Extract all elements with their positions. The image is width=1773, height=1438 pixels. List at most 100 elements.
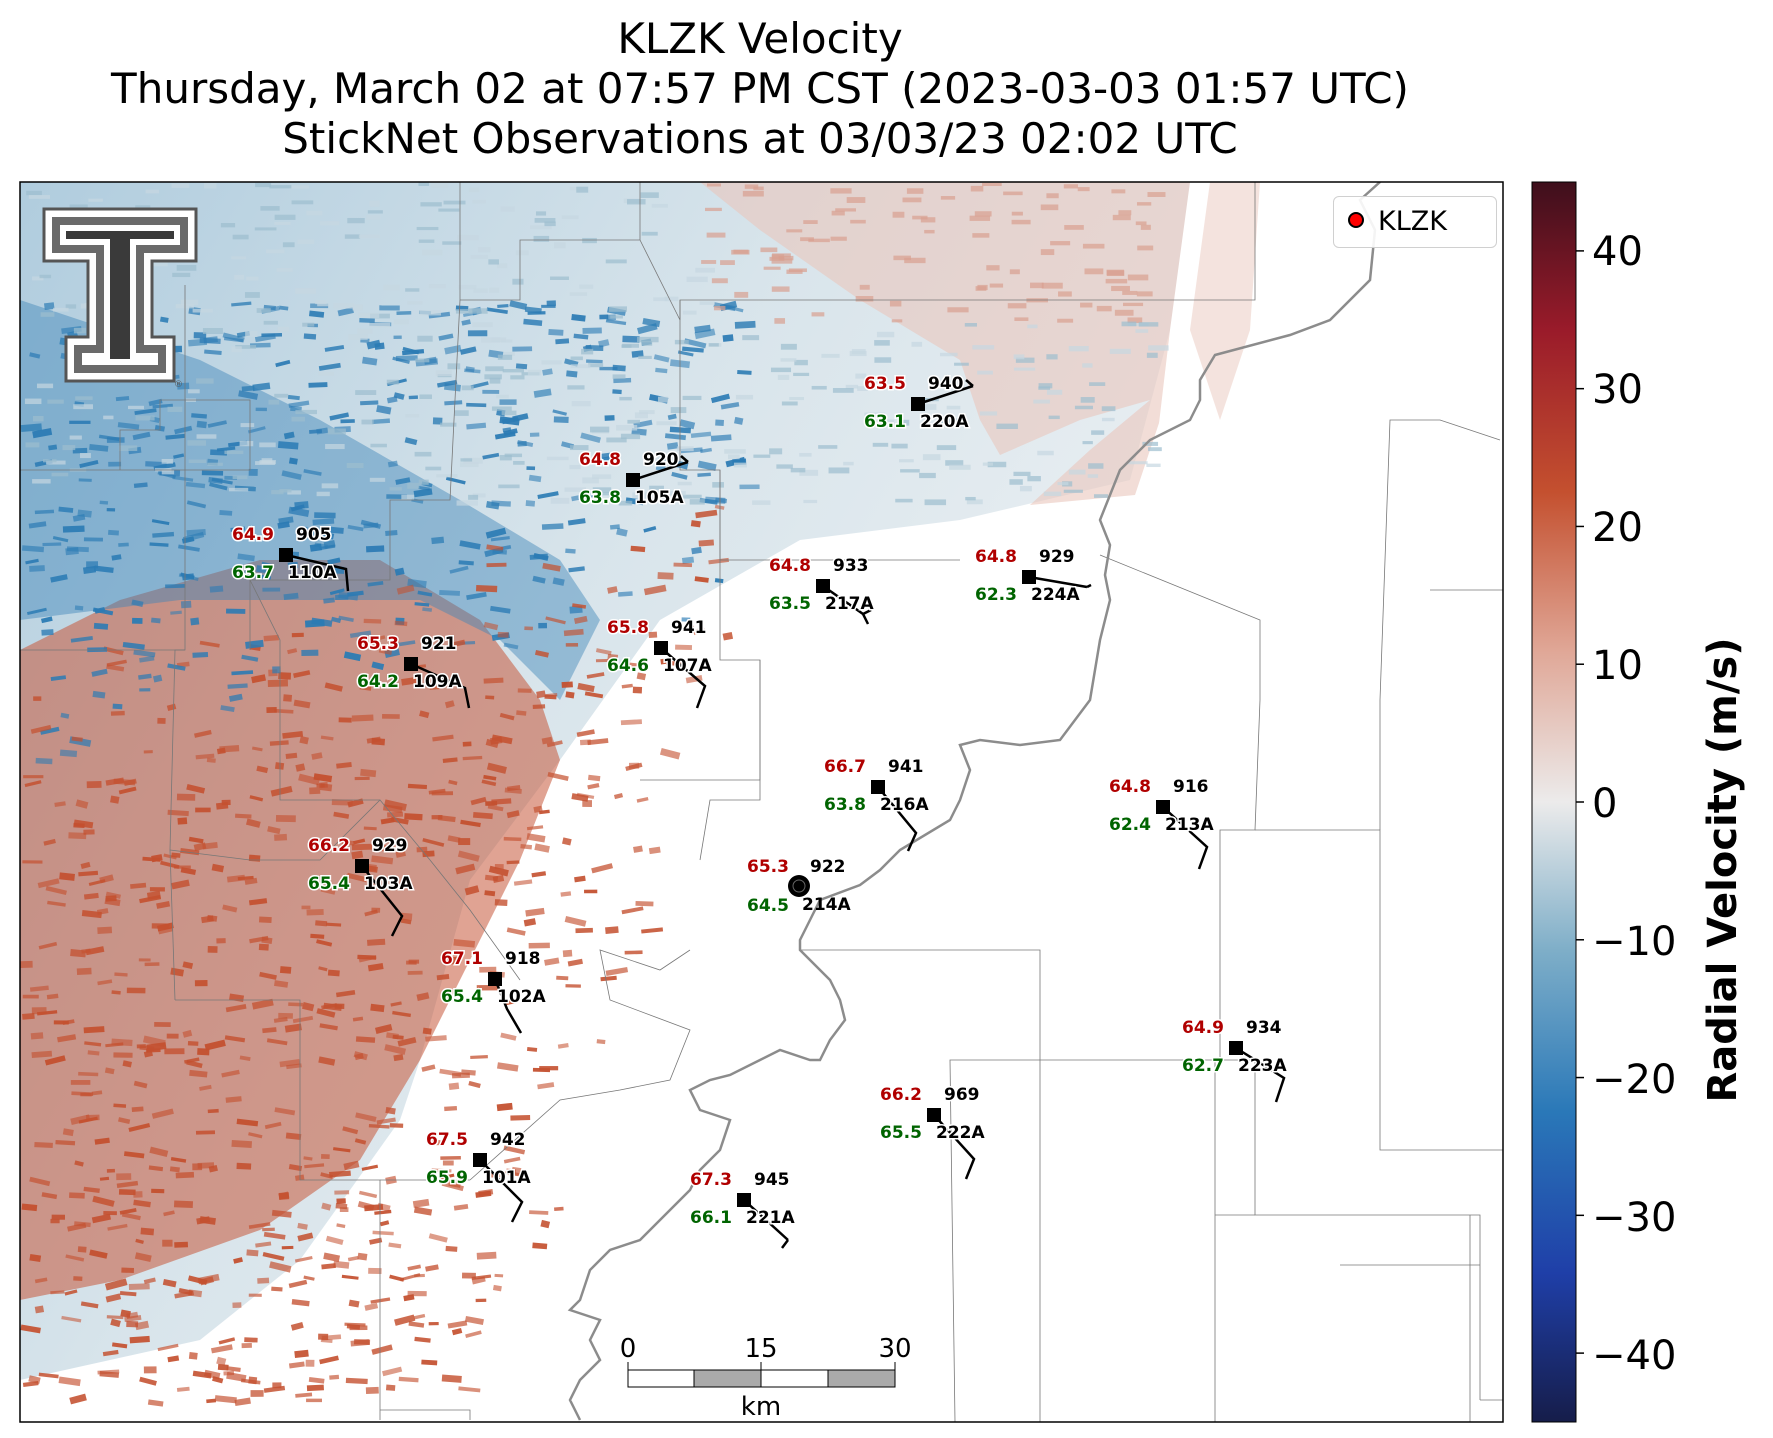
station-id: 110A: [288, 563, 337, 583]
station-dewpoint: 63.7: [232, 563, 274, 583]
station-pressure: 941: [671, 618, 707, 638]
station-marker: [355, 859, 369, 873]
title-line-1: KLZK Velocity: [617, 14, 903, 63]
texas-tech-logo: ®: [42, 207, 198, 390]
title-line-2: Thursday, March 02 at 07:57 PM CST (2023…: [111, 64, 1409, 113]
station-temp: 65.3: [357, 634, 399, 654]
colorbar-tick-label: −30: [1592, 1195, 1677, 1241]
colorbar-ticks: [1576, 250, 1584, 1354]
colorbar-tick-label: 40: [1592, 229, 1643, 275]
wind-barb: [933, 1114, 976, 1180]
wind-barb: [660, 647, 707, 709]
colorbar-tick-label: −10: [1592, 919, 1677, 965]
station-107A: 65.8 941 64.6 107A: [606, 617, 714, 709]
station-pressure: 929: [1039, 547, 1075, 567]
stations-layer: 63.5 940 63.1 220A 64.8 920 63.8 105A 64.9 905 63.…: [231, 373, 1289, 1249]
wind-barb: [410, 662, 471, 709]
station-pressure: 940: [928, 374, 964, 394]
station-temp: 64.9: [232, 525, 274, 545]
wind-barb-flag: [680, 455, 689, 463]
station-dewpoint: 62.4: [1109, 815, 1151, 835]
colorbar-tick-label: 20: [1592, 505, 1643, 551]
station-marker: [911, 397, 925, 411]
wind-barb: [743, 1199, 789, 1241]
station-marker: [1156, 800, 1170, 814]
station-temp: 64.9: [1182, 1018, 1224, 1038]
station-213A: 64.8 916 62.4 213A: [1108, 776, 1216, 870]
station-marker: [488, 972, 502, 986]
station-pressure: 933: [833, 556, 869, 576]
station-pressure: 921: [421, 634, 457, 654]
station-id: 109A: [413, 672, 462, 692]
station-temp: 66.2: [308, 836, 350, 856]
station-dewpoint: 63.8: [579, 488, 621, 508]
wind-barb: [1028, 575, 1088, 589]
legend-label: KLZK: [1378, 206, 1447, 237]
radar-site-temp: 65.3: [747, 857, 789, 877]
station-105A: 64.8 920 63.8 105A: [578, 449, 689, 510]
station-223A: 64.9 934 62.7 223A: [1181, 1017, 1289, 1103]
wind-barb-flag: [862, 608, 872, 616]
station-marker: [927, 1108, 941, 1122]
station-marker: [737, 1193, 751, 1207]
scale-bar-tick-15: 15: [744, 1334, 778, 1364]
scale-bar-tick-30: 30: [878, 1334, 912, 1364]
station-dewpoint: 64.6: [607, 656, 649, 676]
station-dewpoint: 66.1: [690, 1208, 732, 1228]
station-id: 213A: [1165, 815, 1214, 835]
station-pressure: 945: [754, 1170, 790, 1190]
station-pressure: 969: [944, 1085, 980, 1105]
station-217A: 64.8 933 63.5 217A: [768, 555, 876, 625]
svg-text:®: ®: [174, 380, 183, 390]
station-102A: 67.1 918 65.4 102A: [440, 948, 548, 1034]
station-pressure: 920: [643, 450, 679, 470]
plot-area: [20, 182, 1503, 1422]
station-103A: 66.2 929 65.4 103A: [307, 835, 415, 937]
station-dewpoint: 64.2: [357, 672, 399, 692]
colorbar-title: Radial Velocity (m/s): [1700, 637, 1746, 1103]
station-pressure: 916: [1173, 777, 1209, 797]
station-marker: [816, 579, 830, 593]
station-temp: 67.5: [426, 1130, 468, 1150]
station-marker: [279, 548, 293, 562]
legend: KLZK: [1333, 196, 1497, 248]
station-dewpoint: 63.8: [824, 795, 866, 815]
station-temp: 66.7: [824, 757, 866, 777]
wind-barb: [917, 384, 974, 406]
station-dewpoint: 65.4: [308, 874, 350, 894]
wind-barb: [361, 865, 404, 937]
station-222A: 66.2 969 65.5 222A: [879, 1084, 987, 1180]
station-temp: 64.8: [975, 547, 1017, 567]
wind-barb: [493, 978, 523, 1034]
station-dewpoint: 63.5: [769, 594, 811, 614]
wind-barb: [632, 460, 689, 482]
station-id: 223A: [1238, 1056, 1287, 1076]
scale-bar-tick-0: 0: [619, 1334, 637, 1364]
wind-barb: [877, 786, 918, 852]
scale-bar-unit: km: [740, 1392, 782, 1422]
station-101A: 67.5 942 65.9 101A: [425, 1129, 533, 1223]
station-id: 222A: [936, 1123, 985, 1143]
station-id: 103A: [364, 874, 413, 894]
station-id: 217A: [825, 594, 874, 614]
station-pressure: 942: [490, 1130, 526, 1150]
station-temp: 65.8: [607, 618, 649, 638]
radar-velocity-field: [20, 182, 1503, 1407]
radar-speckle: [20, 182, 1169, 1407]
radar-site-marker: [788, 875, 810, 897]
station-temp: 67.1: [441, 949, 483, 969]
radar-site-pressure: 922: [810, 857, 846, 877]
station-temp: 64.8: [579, 450, 621, 470]
station-marker: [871, 780, 885, 794]
station-dewpoint: 65.9: [426, 1168, 468, 1188]
scale-bar: [627, 1362, 896, 1388]
wind-barb-flag: [965, 379, 974, 387]
station-id: 220A: [920, 412, 969, 432]
station-id: 221A: [746, 1208, 795, 1228]
radar-marker-icon: [1348, 212, 1364, 228]
station-dewpoint: 62.7: [1182, 1056, 1224, 1076]
station-110A: 64.9 905 63.7 110A: [231, 524, 350, 592]
colorbar-tick-label: 10: [1592, 643, 1643, 689]
title-line-3: StickNet Observations at 03/03/23 02:02 …: [282, 114, 1238, 163]
